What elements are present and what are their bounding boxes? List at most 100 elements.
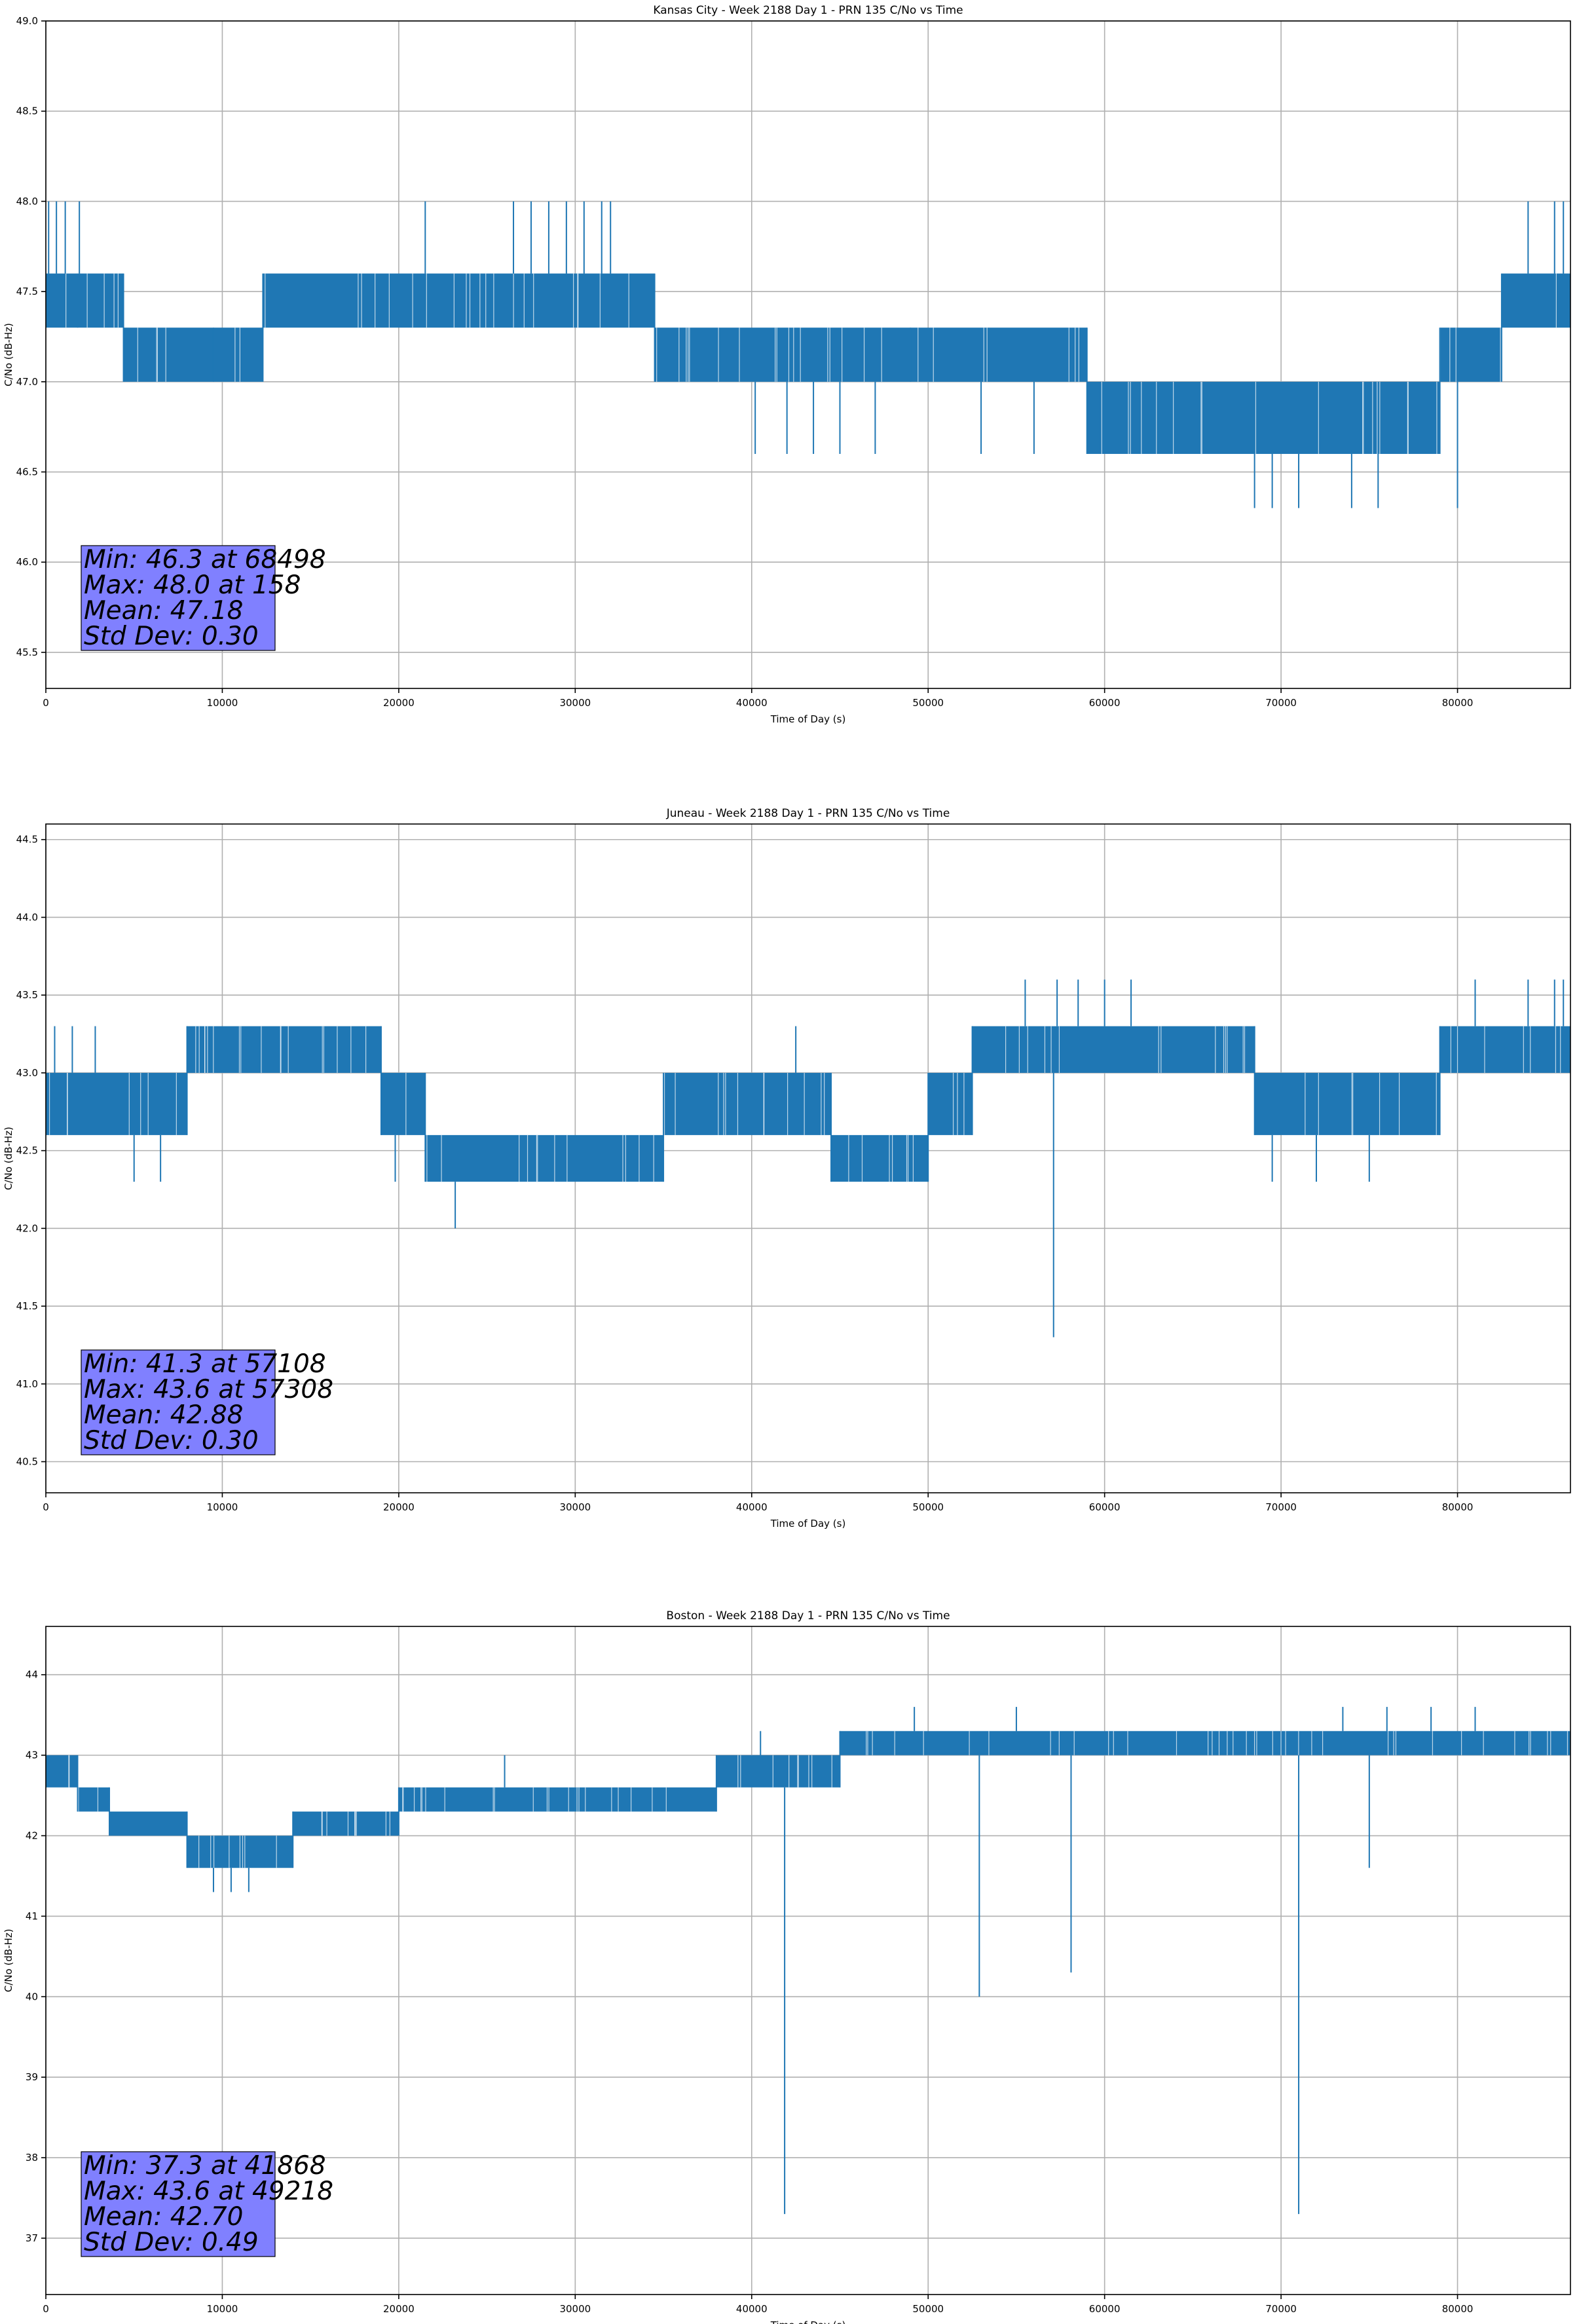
data-band xyxy=(425,1134,664,1182)
chart-title: Juneau - Week 2188 Day 1 - PRN 135 C/No … xyxy=(666,807,950,820)
y-tick-label: 49.0 xyxy=(16,15,38,27)
x-tick-label: 60000 xyxy=(1089,2303,1121,2315)
data-band xyxy=(293,1811,399,1836)
y-tick-label: 39 xyxy=(26,2071,38,2083)
x-tick-label: 50000 xyxy=(912,2303,944,2315)
stats-line: Min: 37.3 at 41868 xyxy=(84,2151,326,2181)
y-tick-label: 48.0 xyxy=(16,195,38,207)
data-band xyxy=(46,1755,78,1788)
x-tick-label: 50000 xyxy=(912,1501,944,1513)
x-tick-label: 30000 xyxy=(559,1501,591,1513)
data-band xyxy=(109,1811,187,1836)
y-tick-label: 42 xyxy=(26,1830,38,1842)
data-band xyxy=(654,328,911,382)
y-tick-label: 41.5 xyxy=(16,1300,38,1312)
x-tick-label: 70000 xyxy=(1265,2303,1297,2315)
data-band xyxy=(972,1026,1255,1073)
y-axis-label: C/No (dB-Hz) xyxy=(3,323,14,386)
data-band xyxy=(1501,273,1570,328)
x-tick-label: 40000 xyxy=(736,2303,768,2315)
stats-line: Min: 46.3 at 68498 xyxy=(84,545,326,574)
x-tick-label: 80000 xyxy=(1442,1501,1474,1513)
x-tick-label: 60000 xyxy=(1089,697,1121,709)
y-tick-label: 37 xyxy=(26,2232,38,2244)
y-axis-label: C/No (dB-Hz) xyxy=(3,1929,14,1993)
x-tick-label: 0 xyxy=(43,2303,49,2315)
stats-line: Mean: 42.88 xyxy=(84,1400,243,1430)
stats-box xyxy=(81,545,276,651)
x-tick-label: 60000 xyxy=(1089,1501,1121,1513)
y-tick-label: 44.0 xyxy=(16,911,38,923)
data-band xyxy=(831,1134,929,1182)
stats-line: Mean: 42.70 xyxy=(84,2202,243,2232)
data-band xyxy=(46,1072,187,1135)
chart-3: 0 10000 20000 30000 40000 50000 60000 70000 8000… xyxy=(3,1609,1571,2324)
data-band xyxy=(187,1026,381,1073)
stats-line: Std Dev: 0.49 xyxy=(84,2228,259,2257)
y-tick-label: 47.0 xyxy=(16,376,38,388)
y-tick-label: 42.5 xyxy=(16,1145,38,1157)
data-band xyxy=(1439,328,1502,382)
y-tick-label: 48.5 xyxy=(16,105,38,117)
x-axis-label: Time of Day (s) xyxy=(770,1518,846,1529)
data-band xyxy=(840,1731,1570,1755)
data-band xyxy=(1254,1072,1440,1135)
x-tick-label: 30000 xyxy=(559,697,591,709)
data-band xyxy=(46,273,78,328)
data-band xyxy=(213,328,263,382)
data-band xyxy=(1439,1026,1570,1073)
plot-frame xyxy=(45,823,1571,1493)
x-tick-label: 0 xyxy=(43,697,49,709)
x-tick-label: 80000 xyxy=(1442,2303,1474,2315)
x-tick-label: 0 xyxy=(43,1501,49,1513)
stats-line: Min: 41.3 at 57108 xyxy=(84,1349,326,1379)
x-tick-label: 70000 xyxy=(1265,697,1297,709)
stats-line: Std Dev: 0.30 xyxy=(84,622,259,651)
data-band xyxy=(398,1787,716,1812)
y-tick-label: 44 xyxy=(26,1669,38,1681)
y-tick-label: 41 xyxy=(26,1910,38,1922)
data-band xyxy=(263,273,655,328)
stats-line: Mean: 47.18 xyxy=(84,596,243,626)
data-band xyxy=(380,1072,426,1135)
stats-line: Max: 48.0 at 158 xyxy=(84,571,301,600)
data-band xyxy=(928,1072,973,1135)
x-tick-label: 10000 xyxy=(207,1501,238,1513)
y-tick-label: 40.5 xyxy=(16,1456,38,1468)
x-tick-label: 20000 xyxy=(383,697,415,709)
chart-1: 0 10000 20000 30000 40000 50000 60000 70000 8000… xyxy=(3,4,1571,725)
stats-box xyxy=(81,2151,276,2257)
stats-line: Max: 43.6 at 49218 xyxy=(84,2177,333,2206)
x-tick-label: 70000 xyxy=(1265,1501,1297,1513)
y-tick-label: 43.5 xyxy=(16,989,38,1001)
y-tick-label: 43.0 xyxy=(16,1067,38,1079)
data-band xyxy=(663,1072,832,1135)
x-tick-label: 40000 xyxy=(736,697,768,709)
y-tick-label: 40 xyxy=(26,1991,38,2002)
data-band xyxy=(77,1787,109,1812)
x-tick-label: 50000 xyxy=(912,697,944,709)
y-tick-label: 42.0 xyxy=(16,1222,38,1234)
x-tick-label: 80000 xyxy=(1442,697,1474,709)
data-band xyxy=(716,1755,840,1788)
y-tick-label: 44.5 xyxy=(16,834,38,846)
stats-line: Max: 43.6 at 57308 xyxy=(84,1375,333,1404)
x-tick-label: 40000 xyxy=(736,1501,768,1513)
plot-frame xyxy=(45,1626,1571,2295)
data-band xyxy=(77,273,124,328)
y-tick-label: 43 xyxy=(26,1750,38,1761)
x-tick-label: 20000 xyxy=(383,2303,415,2315)
x-axis-label: Time of Day (s) xyxy=(770,713,846,725)
y-tick-label: 38 xyxy=(26,2152,38,2164)
y-tick-label: 41.0 xyxy=(16,1378,38,1390)
y-tick-label: 46.0 xyxy=(16,556,38,568)
y-axis-label: C/No (dB-Hz) xyxy=(3,1127,14,1190)
x-tick-label: 10000 xyxy=(207,697,238,709)
y-tick-label: 47.5 xyxy=(16,286,38,297)
stats-line: Std Dev: 0.30 xyxy=(84,1426,259,1455)
data-band xyxy=(1086,381,1440,454)
chart-title: Boston - Week 2188 Day 1 - PRN 135 C/No … xyxy=(666,1609,950,1622)
chart-2: 0 10000 20000 30000 40000 50000 60000 70000 8000… xyxy=(3,807,1571,1529)
data-band xyxy=(910,328,1087,382)
data-band xyxy=(123,328,213,382)
